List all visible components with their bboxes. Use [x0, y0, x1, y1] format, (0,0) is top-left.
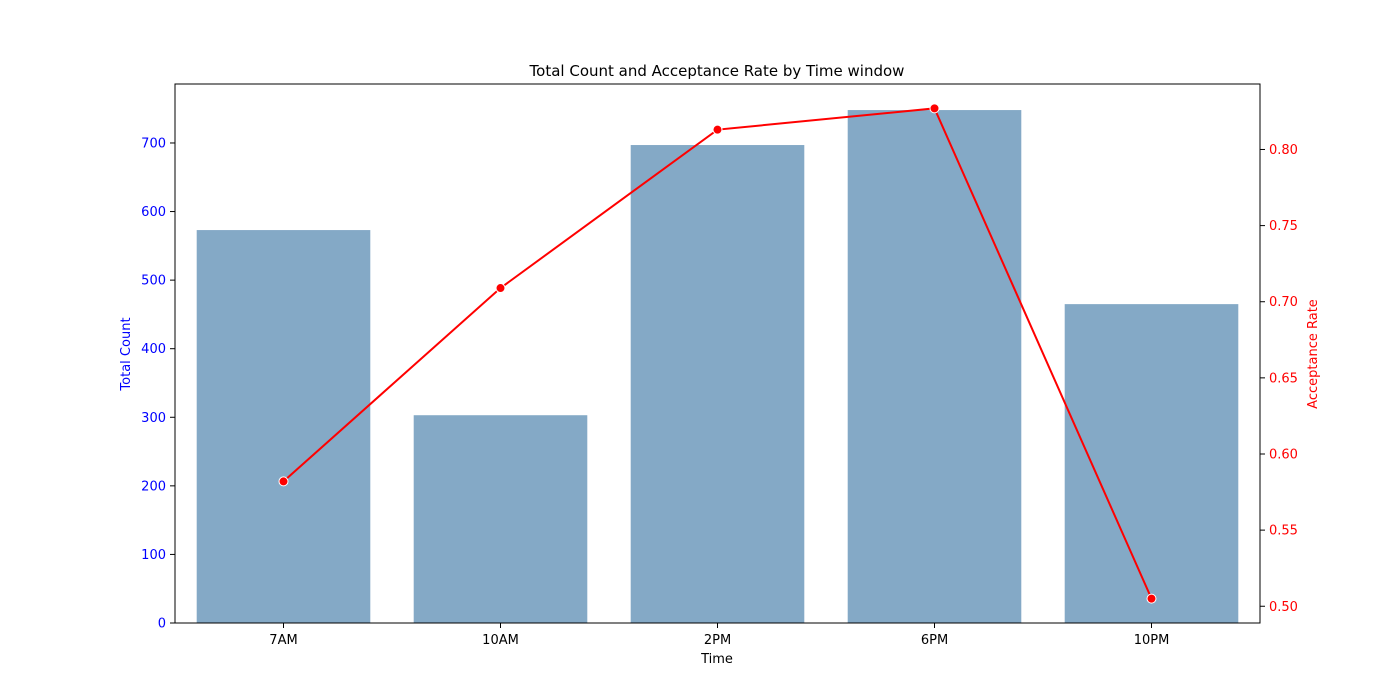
line-point-6pm — [929, 103, 940, 114]
bar-2pm — [630, 145, 805, 623]
y2-tick-label: 0.80 — [1269, 143, 1298, 158]
y-axis-left: 0 100 200 300 400 500 600 700 — [141, 136, 175, 632]
line-point-2pm — [712, 124, 723, 135]
y-tick-label: 400 — [141, 342, 166, 357]
y-tick-label: 300 — [141, 411, 166, 426]
bar-7am — [196, 230, 371, 623]
y-tick-label: 700 — [141, 136, 166, 151]
x-tick-label: 7AM — [269, 633, 297, 648]
x-tick-label: 6PM — [921, 633, 948, 648]
bar-10am — [413, 415, 588, 623]
bar-series — [196, 110, 1239, 623]
y-axis-left-label: Total Count — [119, 317, 134, 391]
bar-6pm — [847, 110, 1022, 623]
line-point-10pm — [1146, 593, 1157, 604]
line-point-7am — [278, 476, 289, 487]
y2-tick-label: 0.60 — [1269, 447, 1298, 462]
y2-tick-label: 0.65 — [1269, 371, 1298, 386]
y-tick-label: 200 — [141, 479, 166, 494]
y-tick-label: 100 — [141, 548, 166, 563]
y-axis-right-label: Acceptance Rate — [1306, 299, 1321, 409]
x-axis-label: Time — [700, 652, 733, 667]
y2-tick-label: 0.50 — [1269, 600, 1298, 615]
chart-title: Total Count and Acceptance Rate by Time … — [529, 62, 905, 80]
y-tick-label: 500 — [141, 274, 166, 289]
y-tick-label: 600 — [141, 205, 166, 220]
bar-10pm — [1064, 304, 1239, 623]
x-tick-label: 2PM — [704, 633, 731, 648]
x-tick-label: 10PM — [1134, 633, 1170, 648]
y2-tick-label: 0.55 — [1269, 524, 1298, 539]
y-axis-right: 0.50 0.55 0.60 0.65 0.70 0.75 0.80 — [1260, 143, 1298, 615]
x-tick-label: 10AM — [482, 633, 519, 648]
y-tick-label: 0 — [158, 617, 166, 632]
line-point-10am — [495, 283, 506, 294]
x-axis: 7AM 10AM 2PM 6PM 10PM — [269, 623, 1169, 648]
y2-tick-label: 0.75 — [1269, 219, 1298, 234]
line-series — [278, 103, 1157, 604]
y2-tick-label: 0.70 — [1269, 295, 1298, 310]
